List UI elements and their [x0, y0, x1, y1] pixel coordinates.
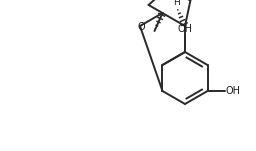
Text: H: H: [173, 0, 179, 7]
Text: O: O: [137, 22, 145, 32]
Text: OH: OH: [177, 24, 193, 34]
Text: OH: OH: [226, 86, 241, 96]
